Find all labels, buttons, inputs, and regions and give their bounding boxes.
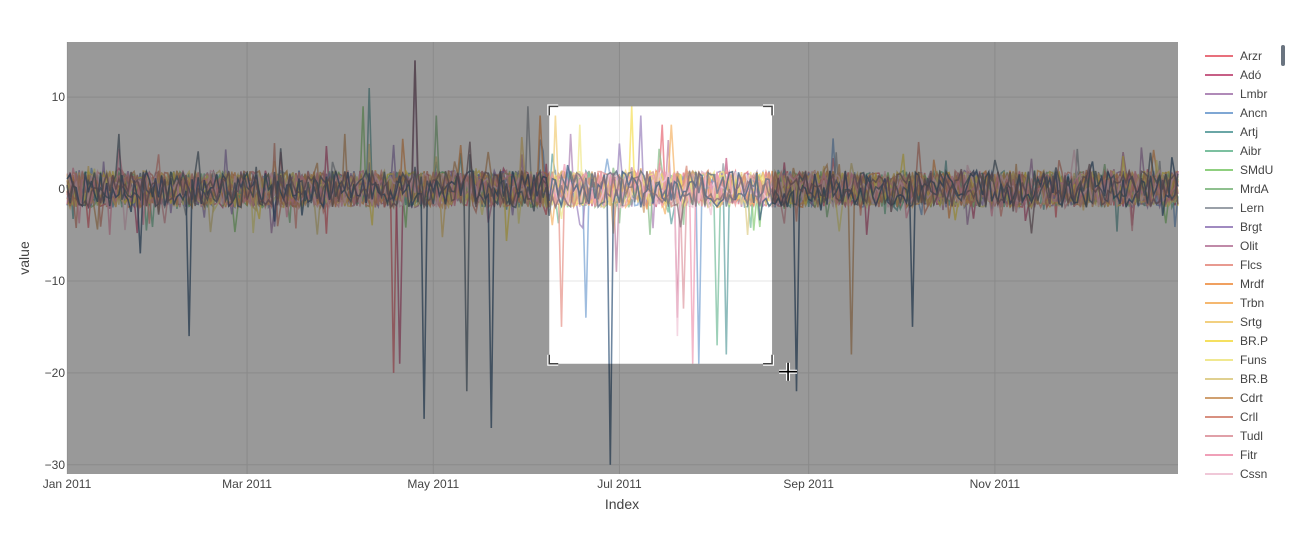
x-tick-label: Nov 2011 bbox=[970, 477, 1021, 491]
legend-item[interactable]: Adó bbox=[1205, 68, 1262, 82]
legend-label: Brgt bbox=[1240, 220, 1263, 234]
legend-item[interactable]: SMdU bbox=[1205, 163, 1273, 177]
y-tick-label: 10 bbox=[52, 90, 66, 104]
series-line bbox=[66, 60, 1179, 234]
crosshair-cursor-icon bbox=[779, 362, 798, 381]
legend-item[interactable]: MrdA bbox=[1205, 182, 1269, 196]
legend-label: Funs bbox=[1240, 353, 1267, 367]
legend-item[interactable]: Cssn bbox=[1205, 467, 1267, 481]
x-axis: Jan 2011 Mar 2011 May 2011 Jul 2011 Sep 2011… bbox=[43, 477, 1021, 491]
legend-label: Adó bbox=[1240, 68, 1262, 82]
x-axis-title: Index bbox=[605, 496, 639, 512]
x-tick-label: Mar 2011 bbox=[222, 477, 272, 491]
legend[interactable]: Arzr Adó Lmbr Ancn Artj Aibr SMdU MrdA Lern Brgt O… bbox=[1205, 49, 1273, 481]
legend-label: Tudl bbox=[1240, 429, 1263, 443]
legend-item[interactable]: Crll bbox=[1205, 410, 1258, 424]
series-line bbox=[66, 133, 1179, 392]
plot-area[interactable] bbox=[67, 42, 1178, 474]
legend-item[interactable]: Cdrt bbox=[1205, 391, 1263, 405]
selection-corner-handle[interactable] bbox=[763, 105, 773, 116]
x-tick-label: May 2011 bbox=[407, 477, 459, 491]
y-axis-title: value bbox=[16, 241, 32, 275]
legend-item[interactable]: Srtg bbox=[1205, 315, 1262, 329]
series-layer bbox=[66, 60, 1179, 465]
legend-item[interactable]: Tudl bbox=[1205, 429, 1263, 443]
legend-label: SMdU bbox=[1240, 163, 1273, 177]
legend-label: Cssn bbox=[1240, 467, 1267, 481]
legend-label: BR.B bbox=[1240, 372, 1268, 386]
legend-label: Aibr bbox=[1240, 144, 1261, 158]
legend-label: Trbn bbox=[1240, 296, 1264, 310]
selection-corner-handle[interactable] bbox=[763, 354, 773, 365]
legend-item[interactable]: BR.P bbox=[1205, 334, 1268, 348]
selection-box[interactable] bbox=[547, 104, 775, 366]
legend-label: MrdA bbox=[1240, 182, 1269, 196]
series-line bbox=[66, 157, 1179, 465]
legend-label: Srtg bbox=[1240, 315, 1262, 329]
legend-label: Lmbr bbox=[1240, 87, 1267, 101]
legend-label: Artj bbox=[1240, 125, 1258, 139]
legend-item[interactable]: Lmbr bbox=[1205, 87, 1267, 101]
y-tick-label: −10 bbox=[45, 274, 66, 288]
crosshair-lines bbox=[779, 362, 798, 381]
legend-item[interactable]: BR.B bbox=[1205, 372, 1268, 386]
legend-label: Arzr bbox=[1240, 49, 1262, 63]
legend-item[interactable]: Lern bbox=[1205, 201, 1264, 215]
legend-label: Cdrt bbox=[1240, 391, 1263, 405]
legend-item[interactable]: Trbn bbox=[1205, 296, 1264, 310]
legend-label: Flcs bbox=[1240, 258, 1262, 272]
x-tick-label: Jan 2011 bbox=[43, 477, 92, 491]
x-tick-label: Sep 2011 bbox=[783, 477, 834, 491]
y-tick-label: −20 bbox=[45, 366, 66, 380]
legend-label: Mrdf bbox=[1240, 277, 1265, 291]
y-tick-label: −30 bbox=[45, 458, 66, 472]
legend-label: Fitr bbox=[1240, 448, 1257, 462]
legend-label: Ancn bbox=[1240, 106, 1267, 120]
y-axis: 10 0 −10 −20 −30 bbox=[45, 90, 66, 472]
y-tick-label: 0 bbox=[58, 182, 65, 196]
legend-scrollbar[interactable] bbox=[1281, 45, 1285, 66]
legend-item[interactable]: Ancn bbox=[1205, 106, 1267, 120]
dim-region bbox=[67, 42, 1178, 474]
legend-label: BR.P bbox=[1240, 334, 1268, 348]
legend-label: Crll bbox=[1240, 410, 1258, 424]
legend-item[interactable]: Mrdf bbox=[1205, 277, 1265, 291]
selection-corner-handle[interactable] bbox=[548, 354, 559, 365]
legend-item[interactable]: Arzr bbox=[1205, 49, 1262, 63]
selection-corner-handle[interactable] bbox=[548, 105, 559, 116]
legend-item[interactable]: Aibr bbox=[1205, 144, 1261, 158]
legend-item[interactable]: Brgt bbox=[1205, 220, 1263, 234]
legend-item[interactable]: Fitr bbox=[1205, 448, 1257, 462]
legend-label: Lern bbox=[1240, 201, 1264, 215]
selection-dim-overlay bbox=[67, 42, 1178, 474]
x-tick-label: Jul 2011 bbox=[597, 477, 642, 491]
legend-item[interactable]: Olit bbox=[1205, 239, 1259, 253]
legend-item[interactable]: Funs bbox=[1205, 353, 1267, 367]
legend-label: Olit bbox=[1240, 239, 1259, 253]
legend-item[interactable]: Artj bbox=[1205, 125, 1258, 139]
legend-item[interactable]: Flcs bbox=[1205, 258, 1262, 272]
